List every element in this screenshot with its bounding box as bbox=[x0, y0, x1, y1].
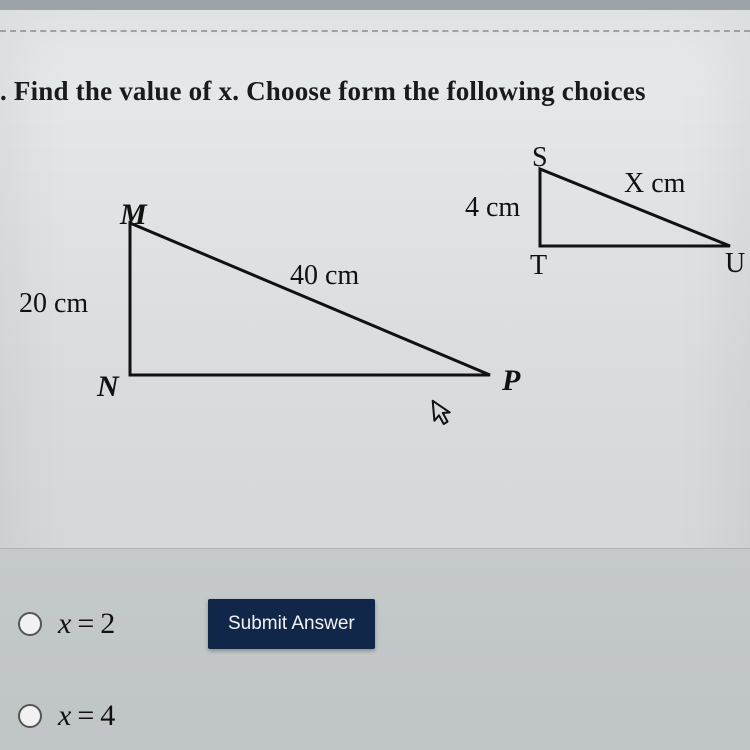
vertex-u: U bbox=[725, 248, 745, 280]
side-mp-label: 40 cm bbox=[290, 260, 359, 292]
side-mn-label: 20 cm bbox=[19, 288, 88, 320]
submit-button[interactable]: Submit Answer bbox=[208, 599, 375, 649]
choice-val: 2 bbox=[100, 607, 115, 640]
worksheet-screen: . Find the value of x. Choose form the f… bbox=[0, 10, 750, 750]
question-text: . Find the value of x. Choose form the f… bbox=[0, 76, 646, 107]
choice-var: x bbox=[58, 699, 71, 732]
answers-panel: x=2 x=4 Submit Answer bbox=[0, 548, 750, 750]
divider-dashed bbox=[0, 30, 750, 32]
equals-icon: = bbox=[71, 607, 100, 640]
vertex-s: S bbox=[532, 142, 548, 174]
diagram-area: M N P 20 cm 40 cm S T U 4 cm X cm bbox=[0, 160, 750, 500]
choice-val: 4 bbox=[100, 699, 115, 732]
vertex-t: T bbox=[530, 250, 547, 282]
triangle-mnp-svg bbox=[0, 160, 750, 500]
radio-icon[interactable] bbox=[18, 704, 42, 728]
vertex-p: P bbox=[502, 364, 520, 398]
equals-icon: = bbox=[71, 699, 100, 732]
side-st-label: 4 cm bbox=[465, 192, 520, 224]
choice-1-expr: x=2 bbox=[58, 607, 115, 641]
vertex-m: M bbox=[120, 198, 147, 232]
choice-var: x bbox=[58, 607, 71, 640]
side-su-label: X cm bbox=[624, 168, 685, 200]
cursor-icon bbox=[431, 397, 456, 434]
vertex-n: N bbox=[97, 370, 119, 404]
choice-1[interactable]: x=2 bbox=[18, 607, 115, 641]
radio-icon[interactable] bbox=[18, 612, 42, 636]
choice-2[interactable]: x=4 bbox=[18, 699, 115, 733]
choice-2-expr: x=4 bbox=[58, 699, 115, 733]
